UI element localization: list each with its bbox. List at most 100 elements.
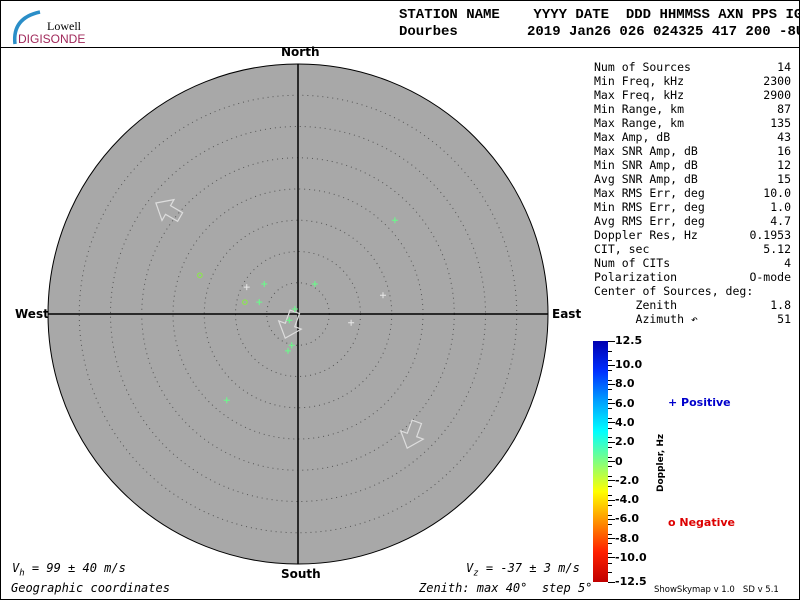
colorbar-minor-tick bbox=[608, 495, 612, 497]
stat-value: 2900 bbox=[763, 88, 791, 102]
colorbar-tick: -8.0 bbox=[608, 532, 639, 545]
colorbar-tick: 0 bbox=[608, 455, 623, 468]
positive-source-marker bbox=[380, 292, 386, 299]
colorbar-minor-tick bbox=[608, 408, 612, 410]
colorbar-tick-label: 0 bbox=[615, 454, 623, 468]
colorbar-tick-label: 2.0 bbox=[615, 435, 635, 449]
colorbar-minor-tick bbox=[608, 427, 612, 429]
colorbar-minor-tick bbox=[608, 572, 612, 574]
stat-row: Max Range, km 135 bbox=[594, 116, 791, 130]
colorbar-tick-label: -12.5 bbox=[615, 575, 647, 588]
colorbar-tick: -6.0 bbox=[608, 512, 639, 525]
positive-source-marker bbox=[286, 317, 293, 324]
colorbar-minor-tick bbox=[608, 360, 612, 362]
legend-negative: o Negative bbox=[668, 516, 736, 529]
positive-source-marker bbox=[256, 299, 263, 306]
colorbar-tick-label: 12.5 bbox=[615, 334, 643, 347]
positive-source-marker bbox=[288, 342, 295, 349]
stat-label: Num of Sources bbox=[594, 60, 691, 74]
stat-label: Min SNR Amp, dB bbox=[594, 158, 698, 172]
stat-row: Min RMS Err, deg 1.0 bbox=[594, 200, 791, 214]
colorbar-minor-tick bbox=[608, 437, 612, 439]
logo-digisonde: DIGISONDE bbox=[18, 32, 86, 46]
stat-label: Zenith bbox=[594, 298, 678, 312]
stat-label: Max Amp, dB bbox=[594, 130, 671, 144]
colorbar-minor-tick bbox=[608, 504, 612, 506]
stat-value: 135 bbox=[770, 116, 791, 130]
stat-label: Polarization bbox=[594, 270, 678, 284]
stat-row: Zenith 1.8 bbox=[594, 298, 791, 312]
colorbar-tick-label: -2.0 bbox=[615, 473, 640, 487]
stat-row: Min SNR Amp, dB 12 bbox=[594, 158, 791, 172]
colorbar-minor-tick bbox=[608, 389, 612, 391]
version-label: ShowSkymap v 1.0 SD v 5.1 bbox=[654, 585, 779, 595]
logo-lowell: Lowell bbox=[47, 19, 81, 33]
colorbar-minor-tick bbox=[608, 379, 612, 381]
colorbar-minor-tick bbox=[608, 369, 612, 371]
colorbar-tick-label: -10.0 bbox=[615, 550, 647, 564]
stat-row: Polarization O-mode bbox=[594, 270, 791, 284]
colorbar-minor-tick bbox=[608, 562, 612, 564]
stat-label: Max Range, km bbox=[594, 116, 685, 130]
stat-row: Min Range, km 87 bbox=[594, 102, 791, 116]
colorbar-minor-tick bbox=[608, 524, 612, 526]
stat-value: 10.0 bbox=[763, 186, 791, 200]
label-west: West bbox=[15, 307, 49, 321]
stat-value: 12 bbox=[777, 158, 791, 172]
positive-source-marker bbox=[285, 347, 291, 354]
stat-row: Max Amp, dB 43 bbox=[594, 130, 791, 144]
colorbar-title: Doppler, Hz bbox=[656, 433, 666, 492]
station-name: Dourbes bbox=[399, 24, 458, 40]
colorbar-tick: 6.0 bbox=[608, 397, 635, 410]
colorbar-tick: 4.0 bbox=[608, 416, 635, 429]
negative-source-marker bbox=[197, 272, 203, 279]
header-divider bbox=[0, 47, 800, 48]
zenith-scale-label: Zenith: max 40° step 5° bbox=[419, 581, 593, 595]
colorbar-tick-label: 8.0 bbox=[615, 377, 635, 391]
stat-row: Num of Sources 14 bbox=[594, 60, 791, 74]
colorbar-tick-label: -4.0 bbox=[615, 493, 640, 507]
stat-label: Min RMS Err, deg bbox=[594, 200, 705, 214]
vz-label: Vz = -37 ± 3 m/s bbox=[466, 561, 580, 579]
colorbar-tick: -12.5 bbox=[608, 575, 647, 588]
stat-value: 4.7 bbox=[770, 214, 791, 228]
colorbar-tick-label: 6.0 bbox=[615, 396, 635, 410]
velocity-arrow bbox=[155, 198, 184, 223]
colorbar-minor-tick bbox=[608, 466, 612, 468]
stat-value: 43 bbox=[777, 130, 791, 144]
stat-value: 0.1953 bbox=[749, 228, 791, 242]
colorbar-minor-tick bbox=[608, 418, 612, 420]
stat-label: Max RMS Err, deg bbox=[594, 186, 705, 200]
stat-row: Azimuth ↶ 51 bbox=[594, 312, 791, 326]
colorbar-tick: 12.5 bbox=[608, 334, 642, 347]
header-labels: STATION NAME YYYY DATE DDD HHMMSS AXN PP… bbox=[399, 7, 800, 23]
stat-row: Avg SNR Amp, dB 15 bbox=[594, 172, 791, 186]
stat-row: Min Freq, kHz 2300 bbox=[594, 74, 791, 88]
stat-value: 15 bbox=[777, 172, 791, 186]
stat-label: Avg RMS Err, deg bbox=[594, 214, 705, 228]
stat-row: Max Freq, kHz 2900 bbox=[594, 88, 791, 102]
colorbar-minor-tick bbox=[608, 456, 612, 458]
stat-value: 5.12 bbox=[763, 242, 791, 256]
colorbar-tick: -2.0 bbox=[608, 474, 639, 487]
stat-value: 16 bbox=[777, 144, 791, 158]
stat-label: Min Range, km bbox=[594, 102, 685, 116]
positive-source-marker bbox=[223, 397, 230, 404]
positive-source-marker bbox=[311, 281, 318, 287]
stat-value: 87 bbox=[777, 102, 791, 116]
stat-row: Max RMS Err, deg 10.0 bbox=[594, 186, 791, 200]
stat-value: 4 bbox=[784, 256, 791, 270]
label-south: South bbox=[281, 567, 321, 581]
header-values: 2019 Jan26 026 024325 417 200 -8U bbox=[527, 24, 800, 40]
colorbar-minor-tick bbox=[608, 485, 612, 487]
stat-label: Min Freq, kHz bbox=[594, 74, 685, 88]
vz-value: = -37 ± 3 m/s bbox=[485, 561, 580, 575]
colorbar-minor-tick bbox=[608, 533, 612, 535]
colorbar-tick-label: -6.0 bbox=[615, 512, 640, 526]
legend-positive: + Positive bbox=[668, 396, 731, 409]
stat-value: 14 bbox=[777, 60, 791, 74]
colorbar-tick-label: -8.0 bbox=[615, 531, 640, 545]
colorbar-minor-tick bbox=[608, 553, 612, 555]
positive-source-marker bbox=[261, 281, 268, 287]
colorbar-minor-tick bbox=[608, 543, 612, 545]
